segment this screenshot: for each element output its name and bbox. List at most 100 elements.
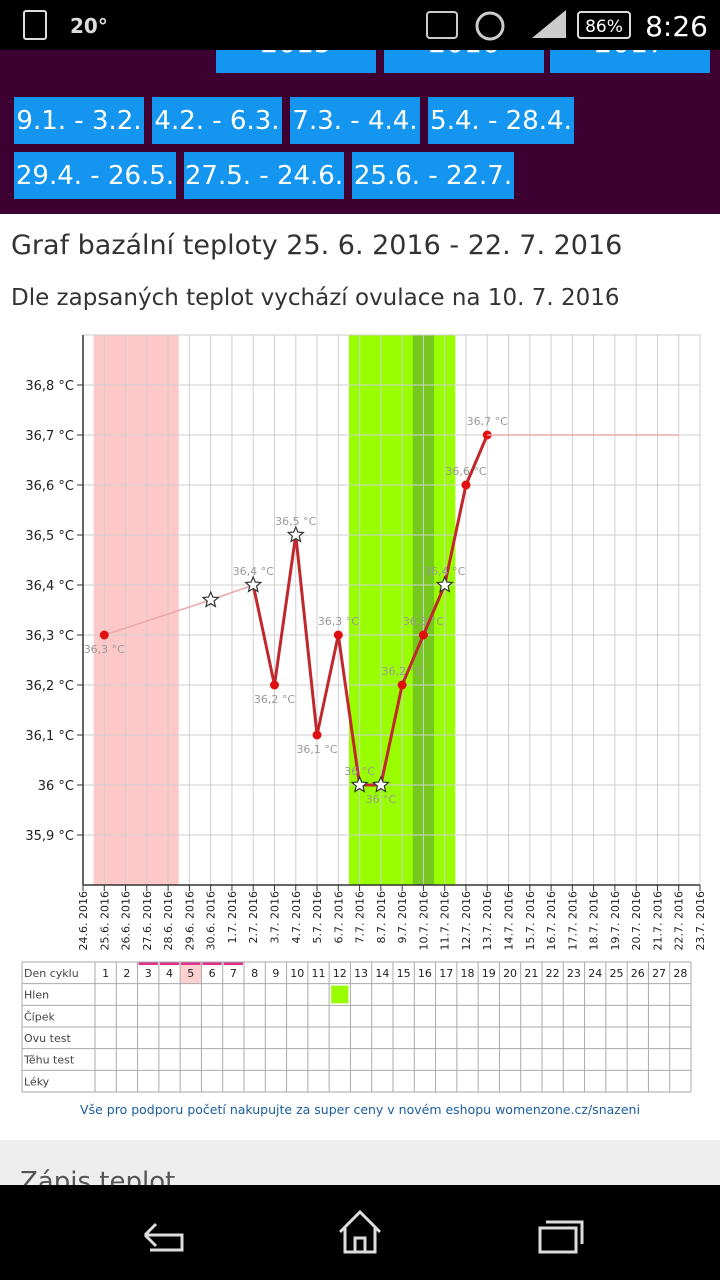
status-time: 8:26 — [645, 10, 708, 43]
y-tick-label: 36,5 °C — [25, 529, 74, 544]
data-label: 36,7 °C — [467, 415, 508, 428]
x-tick-label: 14.7. 2016 — [503, 891, 516, 950]
point — [312, 730, 322, 740]
period-button[interactable] — [352, 152, 514, 199]
line-segment — [464, 434, 489, 486]
point — [397, 680, 407, 690]
period-button[interactable] — [184, 152, 344, 199]
point — [333, 630, 343, 640]
footer-link[interactable]: Vše pro podporu početí nakupujte za supe… — [80, 1102, 640, 1117]
data-label: 36,4 °C — [233, 565, 274, 578]
day-number: 5 — [187, 967, 194, 980]
day-number: 9 — [272, 967, 279, 980]
y-tick-label: 36,6 °C — [25, 479, 74, 494]
nfc-icon — [426, 11, 458, 39]
day-number: 21 — [524, 967, 538, 980]
period-button[interactable] — [428, 97, 574, 144]
x-tick-label: 26.6. 2016 — [120, 891, 133, 950]
day-mark — [138, 962, 158, 965]
day-number: 26 — [631, 967, 645, 980]
data-label: 36,3 °C — [403, 615, 444, 628]
day-mark — [223, 962, 243, 965]
y-tick-label: 36,1 °C — [25, 729, 74, 744]
home-button[interactable] — [338, 1209, 382, 1254]
x-tick-label: 5.7. 2016 — [311, 891, 324, 943]
data-label: 36,5 °C — [275, 515, 316, 528]
period-button-label[interactable]: 25.6. - 22.7. — [354, 161, 512, 191]
back-button[interactable] — [143, 1222, 184, 1252]
day-number: 2 — [123, 967, 130, 980]
day-number: 28 — [673, 967, 687, 980]
y-tick-label: 36,3 °C — [25, 629, 74, 644]
x-tick-label: 24.6. 2016 — [77, 891, 90, 950]
recents-button[interactable] — [538, 1226, 578, 1254]
period-button[interactable] — [14, 152, 176, 199]
period-button-label[interactable]: 27.5. - 24.6. — [185, 161, 343, 191]
line-segment — [315, 634, 340, 736]
period-button-label[interactable]: 29.4. - 26.5. — [16, 161, 174, 191]
period-button-label[interactable]: 4.2. - 6.3. — [154, 106, 279, 136]
day-number: 12 — [333, 967, 347, 980]
status-battery: 86% — [585, 17, 623, 37]
row-label: Čípek — [24, 1010, 55, 1023]
data-label: 36,3 °C — [84, 643, 125, 656]
x-tick-label: 20.7. 2016 — [630, 891, 643, 950]
x-tick-label: 27.6. 2016 — [141, 891, 154, 950]
row-label: Léky — [24, 1075, 50, 1088]
status-bg — [0, 0, 720, 50]
subheading: Dle zapsaných teplot vychází ovulace na … — [11, 285, 620, 311]
period-button[interactable] — [290, 97, 420, 144]
data-label: 36 °C — [344, 765, 375, 778]
line-segment — [294, 534, 319, 736]
period-button[interactable] — [152, 97, 282, 144]
day-number: 6 — [209, 967, 216, 980]
day-number: 4 — [166, 967, 173, 980]
line-segment — [251, 584, 276, 686]
x-tick-label: 15.7. 2016 — [524, 891, 537, 950]
x-tick-label: 9.7. 2016 — [396, 891, 409, 943]
nav-bar — [0, 1185, 720, 1280]
day-number: 7 — [230, 967, 237, 980]
line-segment — [422, 584, 447, 636]
point — [461, 480, 471, 490]
period-button[interactable] — [14, 97, 144, 144]
x-tick-label: 6.7. 2016 — [332, 891, 345, 943]
day-number: 27 — [652, 967, 666, 980]
day-highlight — [180, 962, 202, 984]
alarm-icon — [475, 11, 505, 41]
x-tick-label: 12.7. 2016 — [460, 891, 473, 950]
day-number: 15 — [397, 967, 411, 980]
hlen-mark — [331, 985, 349, 1004]
data-label: 36,2 °C — [254, 693, 295, 706]
day-number: 14 — [375, 967, 389, 980]
x-tick-label: 19.7. 2016 — [609, 891, 622, 950]
x-tick-label: 25.6. 2016 — [98, 891, 111, 950]
point — [99, 630, 109, 640]
data-label: 36,3 °C — [318, 615, 359, 628]
recents-back — [546, 1220, 584, 1244]
data-label: 36 °C — [366, 793, 397, 806]
day-number: 17 — [439, 967, 453, 980]
y-tick-label: 35,9 °C — [25, 829, 74, 844]
data-label: 36,6 °C — [445, 465, 486, 478]
row-label: Den cyklu — [24, 967, 79, 980]
x-tick-label: 13.7. 2016 — [481, 891, 494, 950]
period-button-label[interactable]: 9.1. - 3.2. — [16, 106, 141, 136]
day-mark — [202, 962, 222, 965]
x-tick-label: 11.7. 2016 — [439, 891, 452, 950]
day-number: 13 — [354, 967, 368, 980]
x-tick-label: 28.6. 2016 — [162, 891, 175, 950]
nav-bg — [0, 1185, 720, 1280]
day-number: 18 — [461, 967, 475, 980]
status-temperature: 20° — [70, 14, 108, 38]
period-button-label[interactable]: 7.3. - 4.4. — [292, 106, 417, 136]
day-mark — [181, 962, 201, 965]
x-tick-label: 2.7. 2016 — [247, 891, 260, 943]
y-tick-label: 36,4 °C — [25, 579, 74, 594]
x-tick-label: 1.7. 2016 — [226, 891, 239, 943]
day-number: 24 — [588, 967, 602, 980]
battery-icon — [577, 11, 631, 39]
x-tick-label: 7.7. 2016 — [354, 891, 367, 943]
period-button-label[interactable]: 5.4. - 28.4. — [430, 106, 572, 136]
